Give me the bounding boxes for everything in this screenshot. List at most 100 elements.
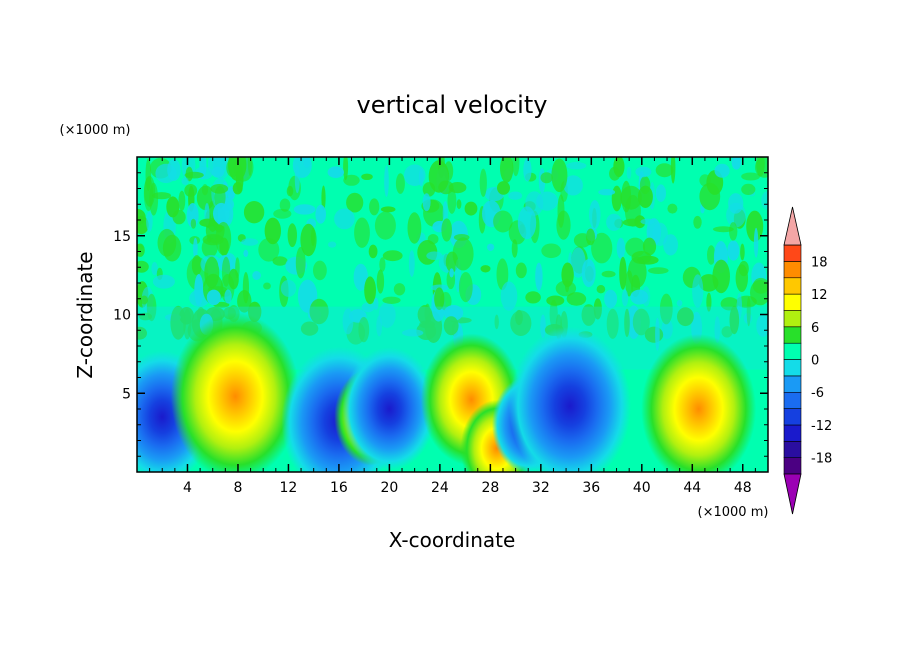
noise-cell bbox=[500, 281, 518, 311]
colorbar-segment bbox=[783, 424, 802, 442]
noise-cell bbox=[280, 279, 297, 297]
noise-cell bbox=[493, 210, 513, 233]
noise-cell bbox=[369, 198, 380, 216]
noise-cell bbox=[448, 182, 467, 194]
noise-cell bbox=[384, 165, 389, 197]
noise-cell bbox=[741, 183, 756, 195]
x-tick-label: 36 bbox=[582, 480, 600, 496]
colorbar-extend-low bbox=[783, 473, 802, 515]
noise-cell bbox=[540, 172, 553, 184]
noise-cell bbox=[535, 262, 543, 291]
y-axis-unit: (×1000 m) bbox=[60, 123, 131, 138]
noise-cell bbox=[196, 185, 215, 211]
colorbar-segment bbox=[783, 391, 802, 409]
updraft-core bbox=[170, 312, 300, 472]
noise-cell bbox=[247, 157, 253, 176]
colorbar-tick-label: -18 bbox=[811, 452, 832, 467]
y-tick-label: 15 bbox=[113, 229, 131, 245]
noise-cell bbox=[546, 295, 565, 306]
noise-cell bbox=[756, 314, 768, 337]
noise-cell bbox=[137, 208, 146, 226]
noise-cell bbox=[661, 318, 673, 339]
noise-cell bbox=[181, 177, 189, 185]
noise-cell bbox=[428, 160, 450, 193]
noise-cell bbox=[480, 265, 491, 273]
x-tick-label: 12 bbox=[280, 480, 298, 496]
noise-cell bbox=[184, 171, 204, 179]
colorbar-segment bbox=[783, 359, 802, 377]
noise-cell bbox=[295, 246, 306, 279]
noise-cell bbox=[642, 237, 657, 256]
noise-cell bbox=[621, 180, 632, 213]
noise-cell bbox=[692, 274, 704, 308]
noise-cell bbox=[740, 243, 745, 261]
noise-cell bbox=[627, 256, 647, 288]
noise-cell bbox=[753, 227, 759, 258]
noise-cell bbox=[581, 259, 596, 288]
noise-cell bbox=[621, 289, 629, 307]
noise-cell bbox=[729, 305, 740, 335]
noise-cell bbox=[515, 262, 527, 279]
colorbar-segment bbox=[783, 277, 802, 295]
noise-cell bbox=[382, 250, 403, 262]
noise-cell bbox=[593, 298, 602, 320]
noise-cell bbox=[310, 227, 316, 246]
noise-cell bbox=[699, 182, 721, 211]
noise-cell bbox=[213, 202, 230, 225]
noise-cell bbox=[591, 232, 613, 264]
upper-noise bbox=[137, 157, 768, 351]
noise-cell bbox=[596, 285, 606, 294]
noise-cell bbox=[619, 256, 627, 290]
noise-cell bbox=[536, 191, 558, 211]
noise-cell bbox=[224, 289, 232, 304]
noise-cell bbox=[728, 193, 744, 214]
noise-cell bbox=[206, 289, 221, 306]
noise-cell bbox=[727, 240, 740, 261]
y-tick-label: 5 bbox=[122, 386, 131, 402]
noise-cell bbox=[616, 237, 626, 259]
noise-cell bbox=[343, 174, 360, 186]
noise-cell bbox=[235, 257, 240, 279]
noise-cell bbox=[144, 175, 156, 207]
noise-cell bbox=[404, 164, 426, 186]
noise-cell bbox=[368, 244, 378, 259]
noise-cell bbox=[407, 212, 422, 244]
noise-cell bbox=[525, 291, 541, 304]
noise-cell bbox=[497, 181, 510, 195]
noise-cell bbox=[279, 198, 291, 212]
colorbar-tick-label: -6 bbox=[811, 386, 824, 401]
noise-cell bbox=[479, 168, 487, 197]
noise-cell bbox=[342, 308, 354, 335]
noise-cell bbox=[243, 249, 249, 257]
y-axis: 5 10 15 bbox=[113, 172, 768, 457]
noise-cell bbox=[517, 206, 537, 240]
noise-cell bbox=[327, 166, 344, 178]
y-axis-label: Z-coordinate bbox=[73, 251, 97, 378]
noise-cell bbox=[393, 283, 406, 296]
noise-cell bbox=[447, 187, 457, 214]
colorbar-segment bbox=[783, 342, 802, 360]
noise-cell bbox=[549, 299, 558, 329]
noise-cell bbox=[706, 292, 712, 312]
noise-cell bbox=[604, 289, 618, 309]
noise-cell bbox=[556, 210, 571, 240]
noise-cell bbox=[637, 185, 653, 208]
noise-cell bbox=[512, 157, 520, 177]
downdraft-core bbox=[508, 326, 631, 472]
noise-cell bbox=[273, 208, 292, 219]
noise-cell bbox=[263, 282, 271, 290]
colorbar-segment bbox=[783, 310, 802, 328]
noise-cell bbox=[426, 251, 443, 260]
noise-cell bbox=[294, 165, 300, 194]
noise-cell bbox=[358, 316, 370, 343]
noise-cell bbox=[303, 157, 311, 168]
colorbar: 18 12 6 0 -6 -12 -18 bbox=[783, 206, 832, 515]
noise-cell bbox=[376, 315, 383, 337]
noise-cell bbox=[494, 314, 499, 330]
noise-cell bbox=[452, 237, 474, 271]
noise-cell bbox=[581, 304, 596, 326]
noise-cell bbox=[613, 157, 625, 177]
colorbar-segment bbox=[783, 244, 802, 262]
noise-cell bbox=[178, 190, 186, 211]
noise-cell bbox=[464, 201, 478, 216]
